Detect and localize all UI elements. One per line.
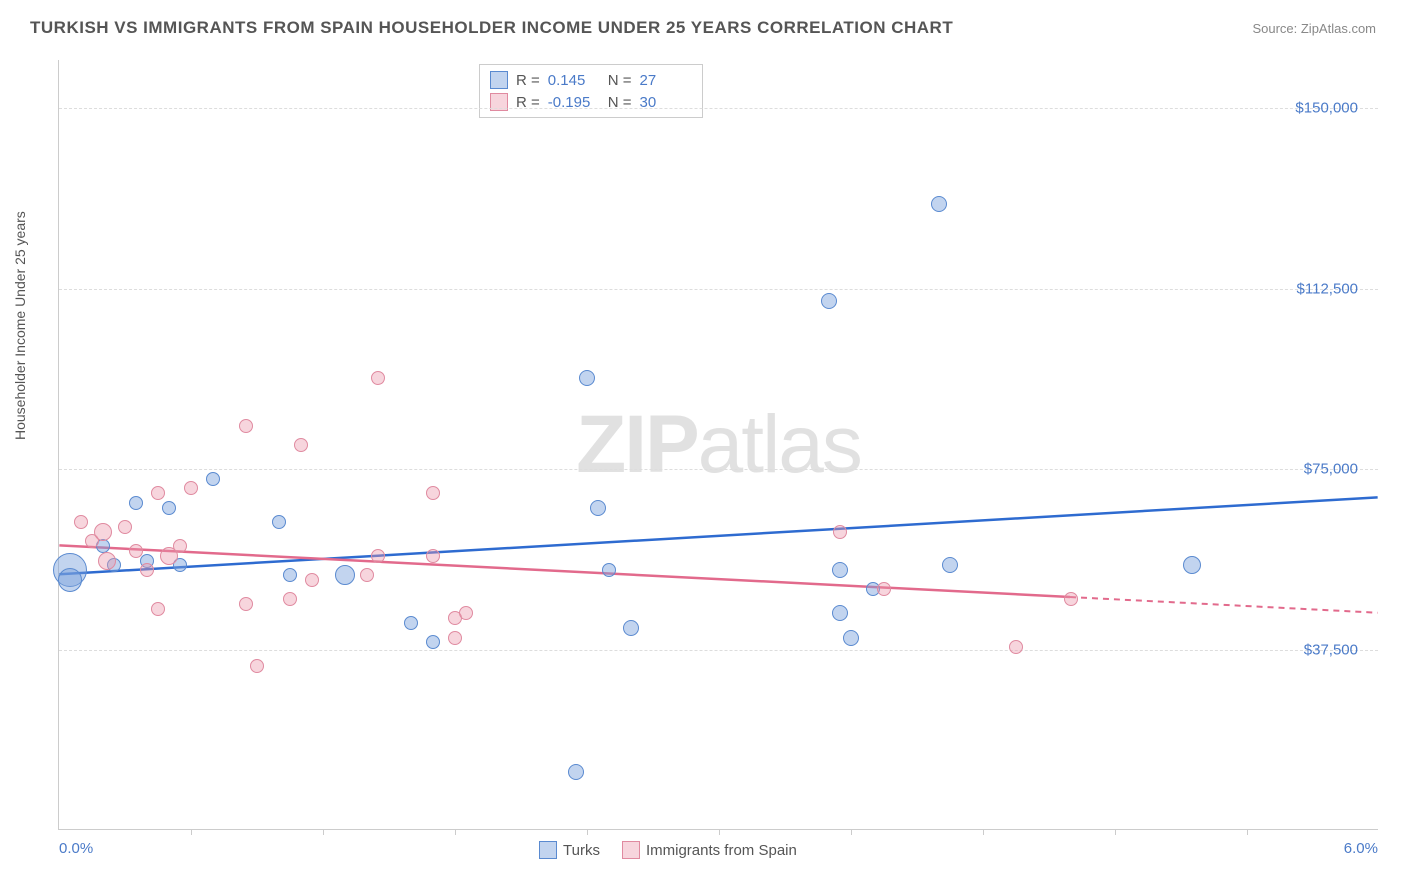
- data-point: [239, 597, 253, 611]
- data-point: [843, 630, 859, 646]
- x-tick: [191, 829, 192, 835]
- data-point: [579, 370, 595, 386]
- data-point: [1183, 556, 1201, 574]
- data-point: [283, 568, 297, 582]
- data-point: [426, 549, 440, 563]
- data-point: [568, 764, 584, 780]
- y-axis-label: Householder Income Under 25 years: [12, 211, 28, 440]
- data-point: [371, 549, 385, 563]
- data-point: [335, 565, 355, 585]
- gridline: [59, 650, 1378, 651]
- watermark: ZIPatlas: [576, 398, 861, 492]
- data-point: [448, 631, 462, 645]
- y-tick-label: $150,000: [1295, 100, 1358, 117]
- x-tick: [1247, 829, 1248, 835]
- data-point: [459, 606, 473, 620]
- data-point: [140, 563, 154, 577]
- data-point: [151, 602, 165, 616]
- gridline: [59, 108, 1378, 109]
- x-axis-min: 0.0%: [59, 840, 93, 857]
- data-point: [602, 563, 616, 577]
- data-point: [294, 438, 308, 452]
- y-tick-label: $75,000: [1304, 461, 1358, 478]
- data-point: [371, 371, 385, 385]
- data-point: [426, 635, 440, 649]
- data-point: [129, 544, 143, 558]
- stats-row: R = 0.145N = 27: [490, 69, 692, 91]
- data-point: [129, 496, 143, 510]
- data-point: [1009, 640, 1023, 654]
- stats-row: R = -0.195N = 30: [490, 91, 692, 113]
- x-tick: [851, 829, 852, 835]
- chart-plot-area: ZIPatlas R = 0.145N = 27R = -0.195N = 30…: [58, 60, 1378, 830]
- legend-item: Immigrants from Spain: [622, 841, 797, 859]
- x-tick: [983, 829, 984, 835]
- data-point: [184, 481, 198, 495]
- data-point: [239, 419, 253, 433]
- chart-title: TURKISH VS IMMIGRANTS FROM SPAIN HOUSEHO…: [30, 18, 953, 38]
- data-point: [1064, 592, 1078, 606]
- legend-item: Turks: [539, 841, 600, 859]
- x-axis-max: 6.0%: [1344, 840, 1378, 857]
- x-tick: [455, 829, 456, 835]
- data-point: [250, 659, 264, 673]
- y-tick-label: $37,500: [1304, 641, 1358, 658]
- bottom-legend: Turks Immigrants from Spain: [539, 841, 797, 859]
- data-point: [94, 523, 112, 541]
- data-point: [931, 196, 947, 212]
- trend-lines: [59, 60, 1378, 829]
- stats-legend-box: R = 0.145N = 27R = -0.195N = 30: [479, 64, 703, 118]
- data-point: [206, 472, 220, 486]
- data-point: [74, 515, 88, 529]
- y-tick-label: $112,500: [1297, 280, 1358, 297]
- x-tick: [323, 829, 324, 835]
- gridline: [59, 289, 1378, 290]
- source-label: Source: ZipAtlas.com: [1252, 21, 1376, 36]
- x-tick: [719, 829, 720, 835]
- data-point: [832, 562, 848, 578]
- data-point: [58, 568, 82, 592]
- data-point: [426, 486, 440, 500]
- data-point: [305, 573, 319, 587]
- data-point: [623, 620, 639, 636]
- x-tick: [1115, 829, 1116, 835]
- data-point: [942, 557, 958, 573]
- data-point: [833, 525, 847, 539]
- data-point: [283, 592, 297, 606]
- data-point: [173, 539, 187, 553]
- data-point: [404, 616, 418, 630]
- data-point: [272, 515, 286, 529]
- data-point: [151, 486, 165, 500]
- x-tick: [587, 829, 588, 835]
- data-point: [832, 605, 848, 621]
- data-point: [821, 293, 837, 309]
- data-point: [360, 568, 374, 582]
- data-point: [590, 500, 606, 516]
- data-point: [877, 582, 891, 596]
- data-point: [118, 520, 132, 534]
- gridline: [59, 469, 1378, 470]
- data-point: [162, 501, 176, 515]
- data-point: [98, 552, 116, 570]
